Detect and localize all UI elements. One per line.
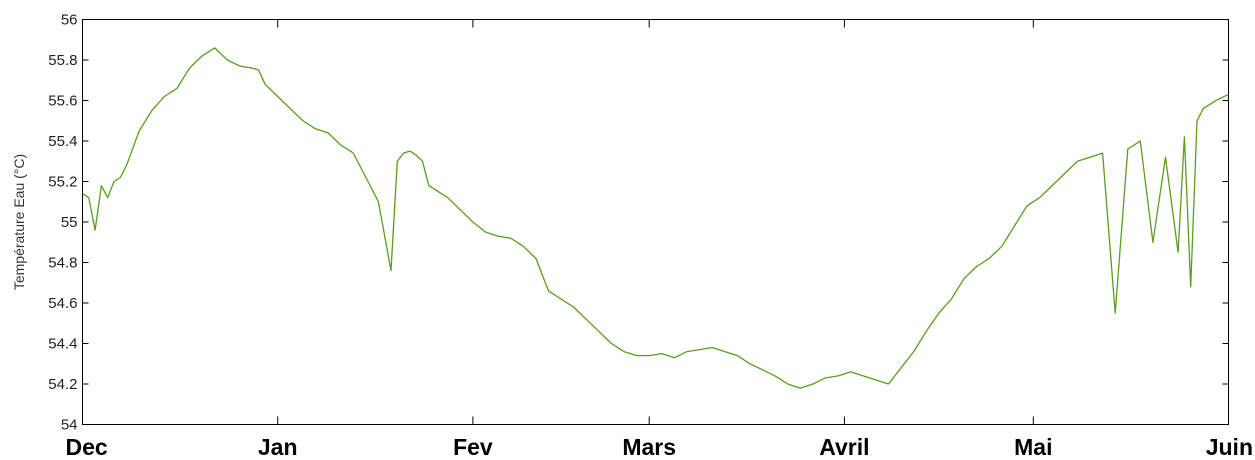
y-tick-label: 54.8: [48, 255, 77, 272]
x-tick-label: Mars: [622, 434, 676, 460]
x-tick-label: Fev: [453, 434, 493, 460]
x-tick-label: Dec: [66, 434, 108, 460]
y-tick-label: 56: [61, 12, 78, 29]
x-axis-ticks: Dec Jan Fev Mars Avril Mai Juin: [66, 19, 1253, 460]
y-tick-label: 55.8: [48, 52, 77, 69]
y-tick-label: 55.4: [48, 133, 77, 150]
y-axis-ticks: 54 54.2 54.4 54.6 54.8 55 55.2 55.4 55.6 55.8 56: [48, 12, 1229, 434]
y-tick-label: 54.4: [48, 336, 77, 353]
x-tick-label: Mai: [1014, 434, 1052, 460]
y-tick-label: 55.6: [48, 93, 77, 110]
plot-frame: [82, 19, 1229, 425]
x-tick-label: Juin: [1206, 434, 1253, 460]
x-tick-label: Jan: [258, 434, 298, 460]
y-axis-label: Température Eau (°C): [11, 154, 27, 290]
x-tick-label: Avril: [819, 434, 869, 460]
y-tick-label: 55: [61, 214, 78, 231]
y-tick-label: 54: [61, 417, 78, 434]
y-tick-label: 55.2: [48, 174, 77, 191]
y-tick-label: 54.6: [48, 295, 77, 312]
series-line: [82, 47, 1229, 389]
y-tick-label: 54.2: [48, 376, 77, 393]
